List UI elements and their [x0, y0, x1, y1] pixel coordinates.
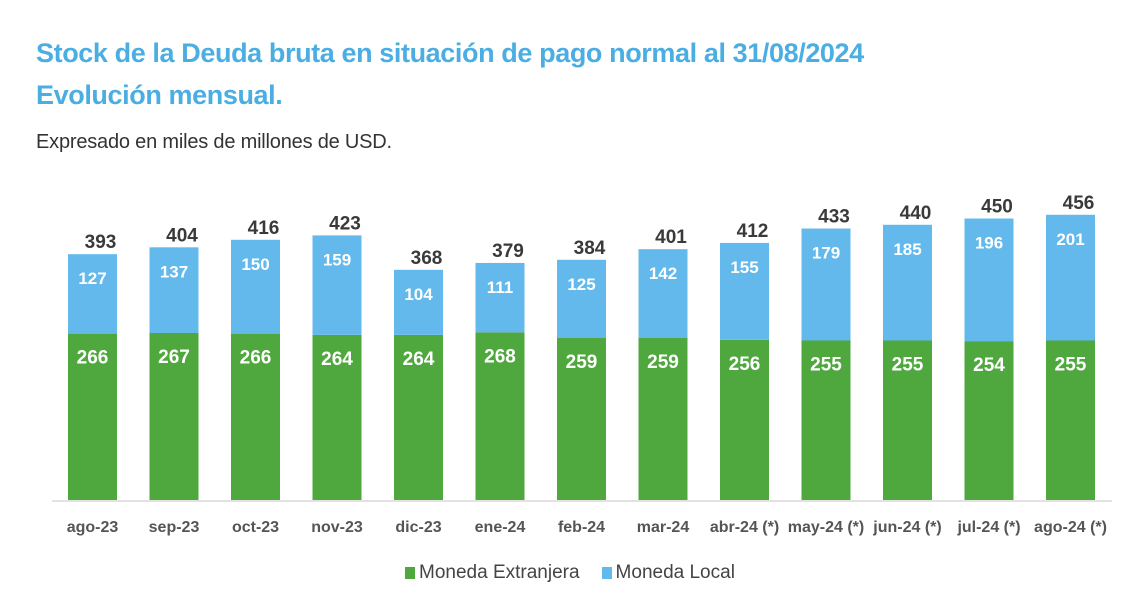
chart-subtitle: Expresado en miles de millones de USD.	[36, 131, 392, 153]
bar-moneda-local	[1046, 214, 1095, 341]
data-label-moneda-extranjera: 259	[566, 352, 598, 373]
data-label-total: 433	[818, 207, 850, 228]
bar-moneda-local	[720, 242, 769, 340]
data-label-moneda-local: 179	[812, 244, 840, 263]
x-tick-label: dic-23	[395, 519, 441, 536]
data-label-moneda-local: 137	[160, 262, 188, 281]
bar-moneda-extranjera	[964, 341, 1014, 500]
bar-moneda-local	[475, 262, 525, 333]
data-label-moneda-local: 155	[730, 258, 758, 277]
bar-moneda-local	[638, 249, 688, 338]
legend-item-moneda-extranjera: Moneda Extranjera	[405, 562, 580, 584]
data-label-total: 404	[166, 225, 198, 246]
bar-moneda-local	[557, 259, 606, 338]
x-tick-label: nov-23	[311, 519, 363, 536]
x-tick-label: ago-24 (*)	[1034, 519, 1107, 536]
bar-moneda-local	[964, 218, 1014, 342]
data-label-moneda-extranjera: 267	[158, 347, 190, 368]
bar-moneda-local	[394, 269, 443, 335]
data-label-moneda-local: 150	[241, 255, 269, 274]
data-label-moneda-local: 125	[567, 275, 595, 294]
data-label-total: 379	[492, 241, 524, 262]
x-tick-label: jun-24 (*)	[872, 519, 941, 536]
legend-label-moneda-extranjera: Moneda Extranjera	[419, 562, 580, 583]
data-label-total: 401	[655, 227, 687, 248]
bar-moneda-extranjera	[801, 340, 851, 500]
data-label-total: 384	[574, 238, 606, 259]
bar-moneda-extranjera	[68, 333, 117, 500]
data-label-moneda-extranjera: 255	[810, 354, 842, 375]
legend-swatch-moneda-local	[601, 567, 612, 579]
x-tick-label: sep-23	[149, 519, 200, 536]
data-label-total: 412	[737, 221, 769, 242]
x-tick-label: oct-23	[232, 519, 279, 536]
data-label-moneda-extranjera: 259	[647, 352, 679, 373]
x-tick-label: jul-24 (*)	[956, 519, 1020, 536]
bar-moneda-local	[149, 247, 199, 333]
legend-item-moneda-local: Moneda Local	[601, 562, 735, 584]
bar-moneda-local	[883, 224, 932, 341]
data-label-moneda-extranjera: 255	[892, 354, 924, 375]
x-tick-label: may-24 (*)	[788, 519, 864, 536]
data-label-total: 368	[411, 248, 443, 269]
data-label-moneda-local: 159	[323, 250, 351, 269]
data-label-moneda-extranjera: 264	[321, 349, 353, 370]
x-tick-label: mar-24	[637, 519, 690, 536]
x-tick-label: feb-24	[558, 519, 605, 536]
data-label-moneda-extranjera: 266	[240, 348, 272, 369]
data-label-moneda-local: 201	[1056, 230, 1084, 249]
x-tick-label: ago-23	[67, 519, 119, 536]
chart-title-line2: Evolución mensual.	[36, 80, 283, 110]
data-label-moneda-extranjera: 268	[484, 346, 516, 367]
bar-moneda-extranjera	[720, 339, 769, 500]
bar-moneda-local	[231, 239, 280, 334]
data-label-moneda-extranjera: 256	[729, 354, 761, 375]
chart-title: Stock de la Deuda bruta en situación de …	[36, 32, 864, 116]
data-label-moneda-local: 127	[78, 269, 106, 288]
x-tick-label: abr-24 (*)	[710, 519, 779, 536]
bar-moneda-extranjera	[557, 337, 606, 500]
data-label-moneda-extranjera: 264	[403, 349, 435, 370]
bar-moneda-extranjera	[312, 334, 362, 500]
data-label-moneda-local: 104	[404, 285, 433, 304]
data-label-moneda-extranjera: 254	[973, 355, 1005, 376]
data-label-moneda-extranjera: 266	[77, 348, 109, 369]
data-label-total: 416	[248, 218, 280, 239]
bar-moneda-extranjera	[475, 332, 525, 500]
data-label-total: 456	[1063, 193, 1095, 214]
bar-moneda-extranjera	[149, 332, 199, 500]
data-label-moneda-local: 185	[893, 240, 921, 259]
bar-moneda-extranjera	[231, 333, 280, 500]
bar-moneda-extranjera	[883, 340, 932, 500]
bar-moneda-extranjera	[1046, 340, 1095, 500]
data-label-moneda-local: 111	[487, 278, 514, 297]
legend-swatch-moneda-extranjera	[405, 567, 415, 579]
data-label-total: 440	[900, 203, 932, 224]
data-label-moneda-local: 142	[649, 264, 677, 283]
data-label-total: 450	[981, 197, 1013, 218]
data-label-total: 423	[329, 213, 361, 234]
bar-moneda-extranjera	[394, 334, 443, 500]
legend-label-moneda-local: Moneda Local	[615, 562, 735, 583]
chart-legend: Moneda Extranjera Moneda Local	[405, 562, 735, 584]
bar-moneda-local	[68, 254, 117, 334]
data-label-moneda-local: 196	[975, 234, 1003, 253]
bar-moneda-local	[801, 228, 851, 341]
data-label-total: 393	[85, 232, 117, 253]
x-tick-label: ene-24	[475, 519, 526, 536]
data-label-moneda-extranjera: 255	[1055, 354, 1087, 375]
chart-title-line1: Stock de la Deuda bruta en situación de …	[36, 38, 864, 68]
bar-moneda-extranjera	[638, 337, 688, 500]
bar-moneda-local	[312, 235, 362, 335]
